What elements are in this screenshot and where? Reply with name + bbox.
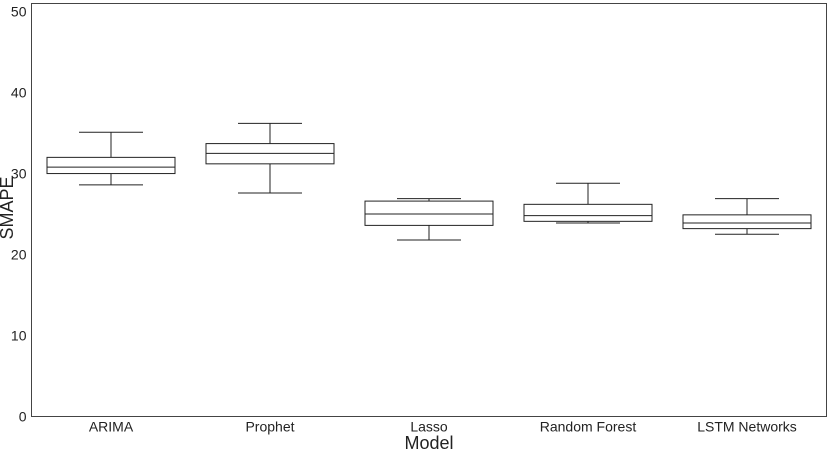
x-tick-label: ARIMA — [89, 419, 134, 435]
x-tick-label: Random Forest — [540, 419, 637, 435]
y-tick-label: 40 — [11, 85, 27, 101]
y-axis-label: SMAPE — [0, 176, 17, 239]
y-tick-label: 30 — [11, 166, 27, 182]
x-tick-label: Prophet — [245, 419, 294, 435]
y-axis-ticks: 0 10 20 30 40 50 — [11, 4, 27, 425]
x-axis-label: Model — [404, 433, 453, 453]
box-plot-lasso — [364, 198, 494, 241]
x-tick-label: Lasso — [410, 419, 448, 435]
y-tick-label: 20 — [11, 247, 27, 263]
plot-area — [31, 3, 827, 417]
y-tick-label: 0 — [19, 409, 27, 425]
box-series — [46, 122, 812, 241]
box-plot-lstm-networks — [682, 198, 812, 235]
interquartile-box — [682, 214, 812, 230]
interquartile-box — [523, 203, 653, 222]
x-axis-ticks: ARIMA Prophet Lasso Random Forest LSTM Netwo… — [89, 419, 797, 435]
box-plot-prophet — [205, 122, 335, 194]
interquartile-box — [364, 200, 494, 226]
interquartile-box — [46, 156, 176, 175]
y-tick-label: 50 — [11, 4, 27, 20]
x-tick-label: LSTM Networks — [697, 419, 797, 435]
y-tick-label: 10 — [11, 328, 27, 344]
box-plot-arima — [46, 131, 176, 186]
box-plot-random-forest — [523, 182, 653, 224]
